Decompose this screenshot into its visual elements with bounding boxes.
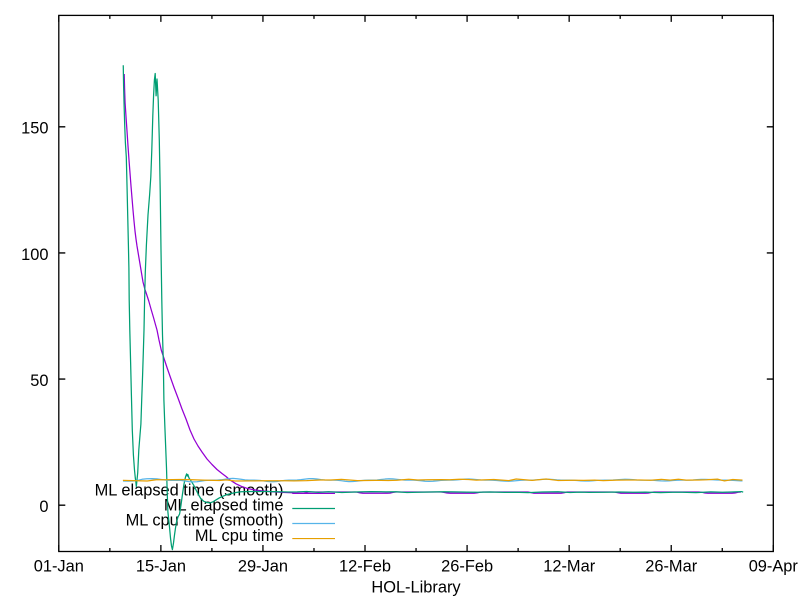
- svg-text:26-Mar: 26-Mar: [645, 557, 697, 575]
- svg-text:26-Feb: 26-Feb: [441, 557, 493, 575]
- svg-text:0: 0: [39, 498, 48, 516]
- svg-text:ML cpu time: ML cpu time: [195, 527, 284, 545]
- svg-text:50: 50: [30, 372, 48, 390]
- svg-text:15-Jan: 15-Jan: [136, 557, 186, 575]
- svg-text:12-Feb: 12-Feb: [339, 557, 391, 575]
- svg-text:09-Apr: 09-Apr: [749, 557, 799, 575]
- svg-text:01-Jan: 01-Jan: [34, 557, 84, 575]
- svg-text:ML elapsed time (smooth): ML elapsed time (smooth): [95, 482, 284, 500]
- svg-text:ML elapsed time: ML elapsed time: [164, 497, 284, 515]
- svg-text:ML cpu time (smooth): ML cpu time (smooth): [126, 512, 284, 530]
- svg-text:100: 100: [21, 246, 48, 264]
- svg-text:HOL-Library: HOL-Library: [371, 578, 461, 596]
- svg-text:12-Mar: 12-Mar: [543, 557, 595, 575]
- svg-text:29-Jan: 29-Jan: [238, 557, 288, 575]
- svg-text:150: 150: [21, 120, 48, 138]
